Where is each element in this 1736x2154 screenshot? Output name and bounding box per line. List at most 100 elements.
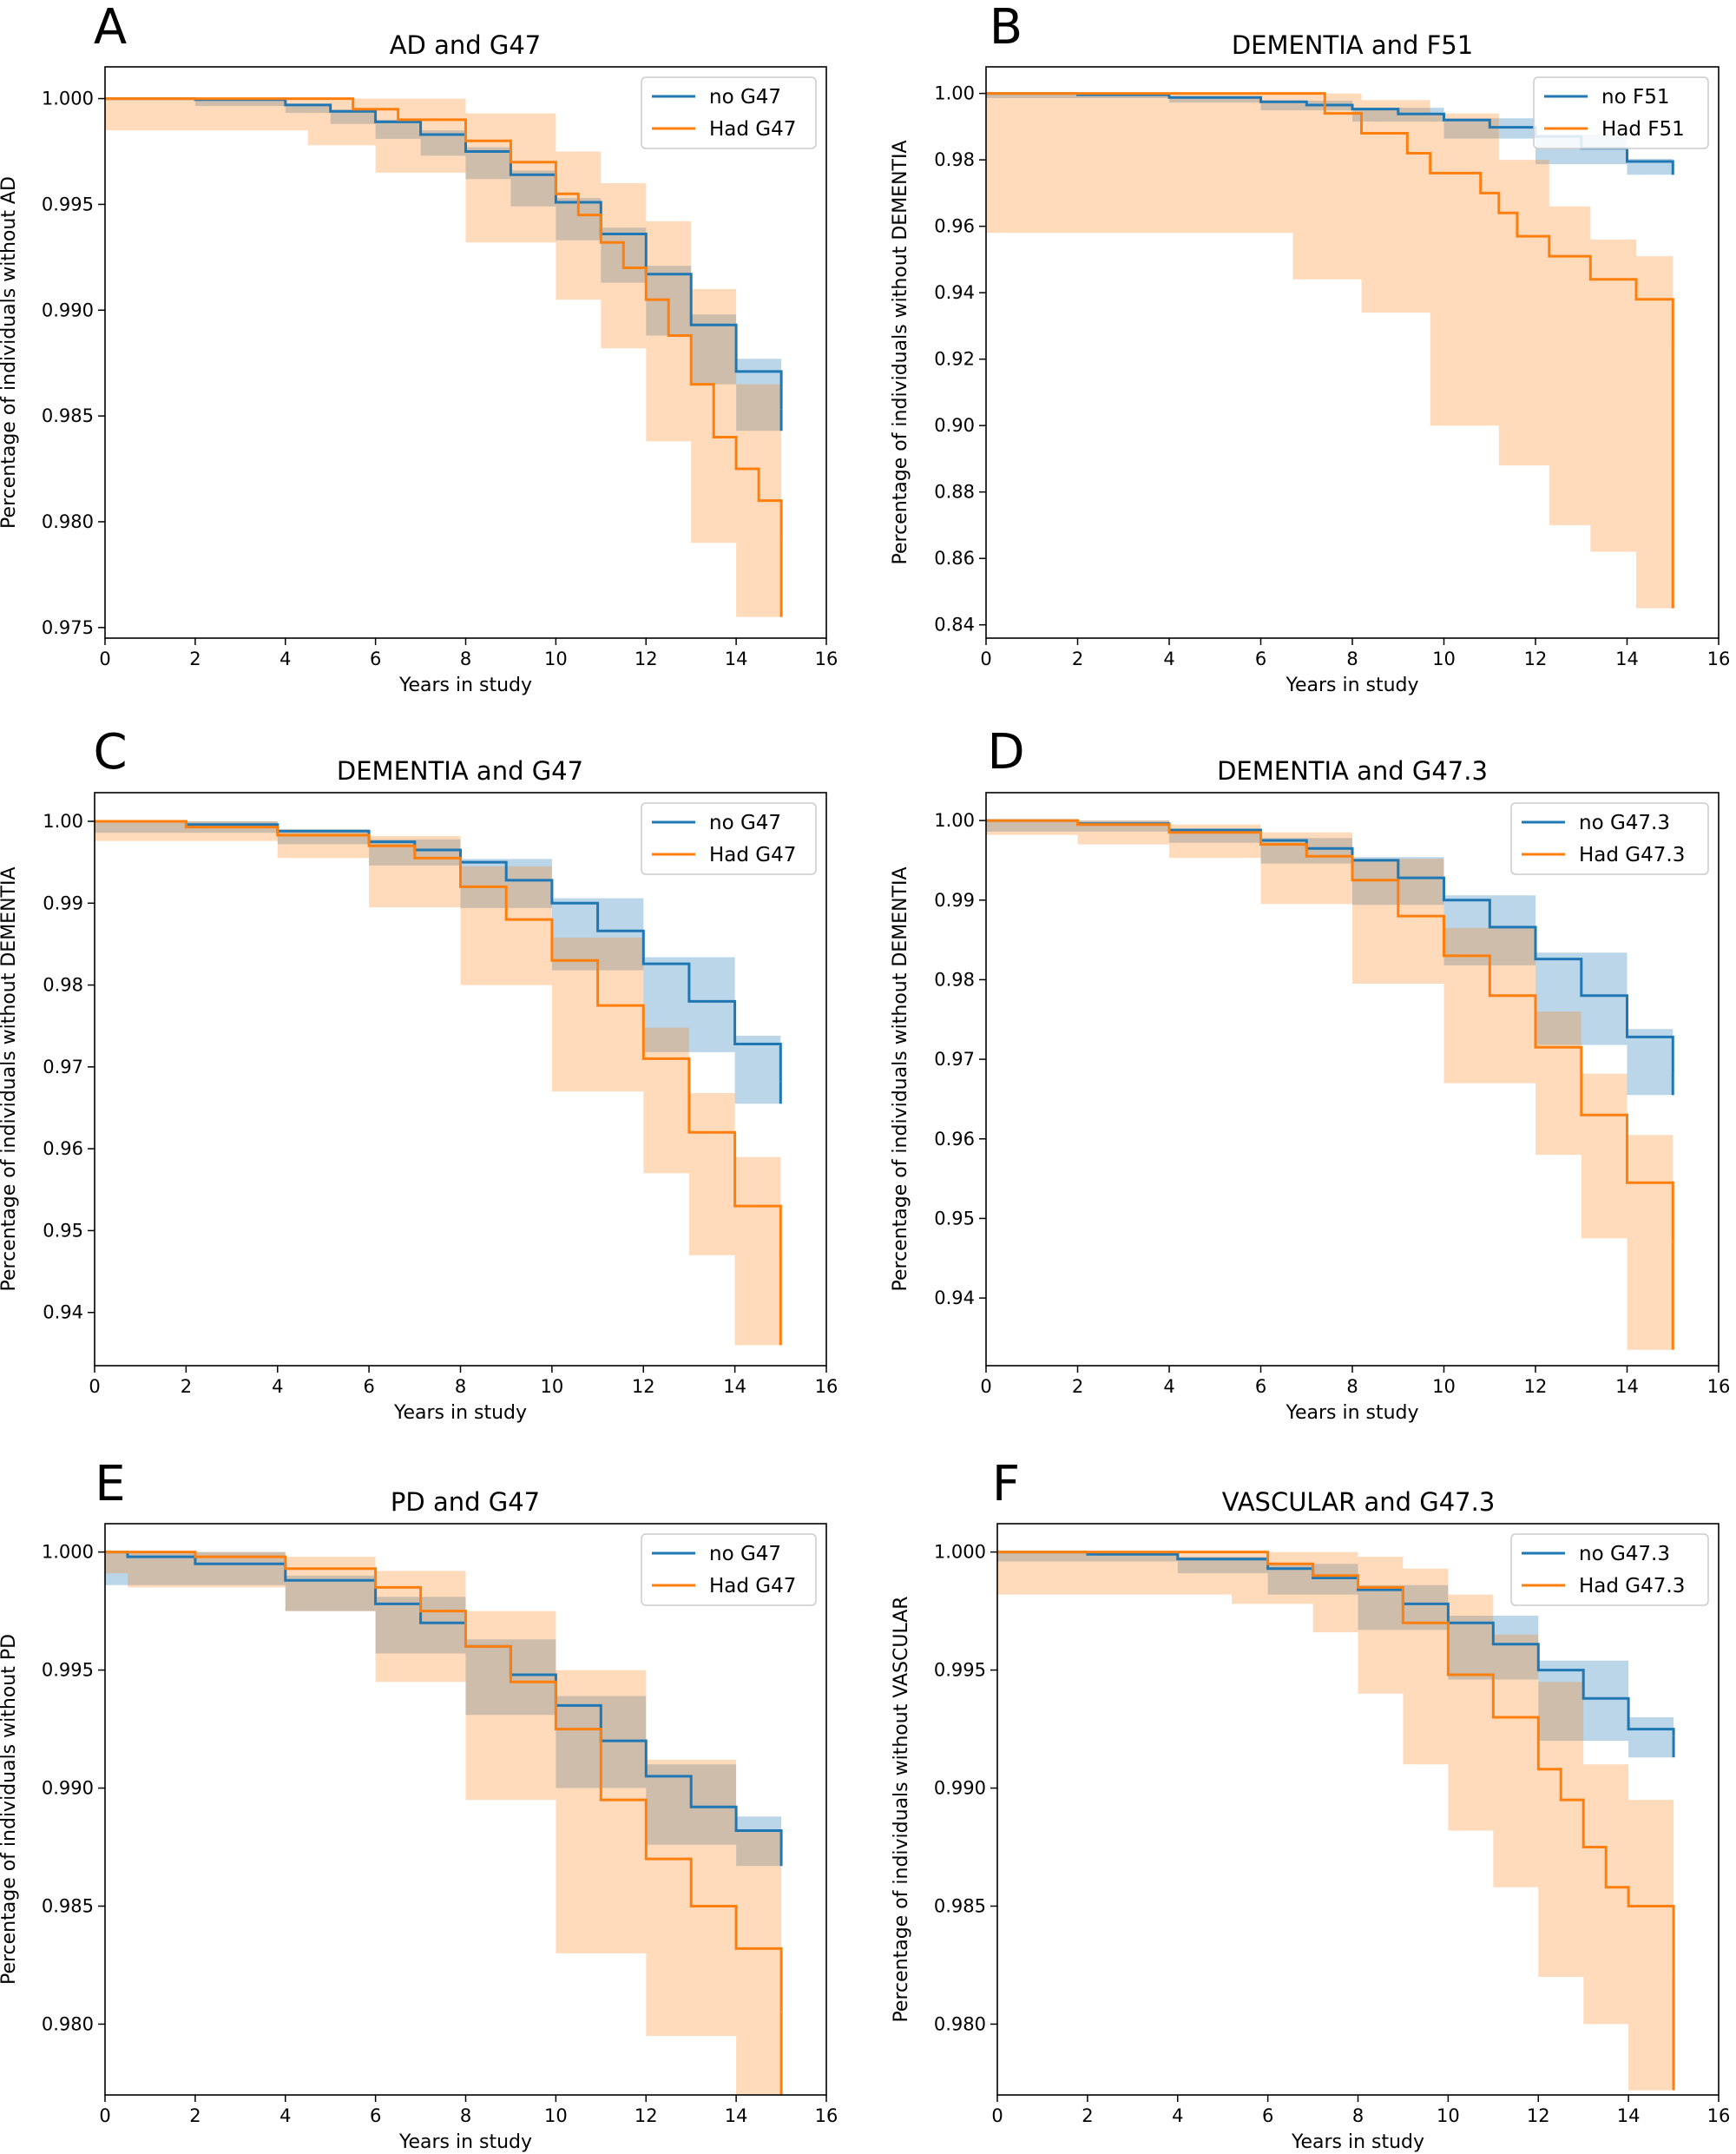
x-tick-label: 0: [980, 1376, 991, 1397]
y-tick-label: 1.000: [42, 1542, 94, 1563]
x-tick-label: 4: [279, 2105, 291, 2126]
y-axis-label: Percentage of individuals without AD: [0, 176, 20, 529]
y-tick-label: 0.86: [934, 548, 975, 569]
x-axis-label: Years in study: [1285, 675, 1418, 696]
x-tick-label: 16: [815, 1376, 838, 1397]
y-tick-label: 0.995: [934, 1660, 986, 1681]
x-tick-label: 16: [1707, 2105, 1731, 2126]
plot-area: [997, 1551, 1675, 2091]
y-tick-label: 0.980: [42, 2013, 94, 2034]
legend-label: Had F51: [1601, 118, 1685, 141]
x-tick-label: 6: [1255, 1376, 1266, 1397]
y-axis-label: Percentage of individuals without DEMENT…: [890, 140, 911, 564]
series-line-had: [95, 820, 782, 1255]
x-tick-label: 6: [363, 1376, 374, 1397]
y-tick-label: 0.94: [934, 282, 975, 303]
x-tick-label: 12: [632, 1376, 655, 1397]
plot-area: [95, 820, 782, 1346]
y-axis-label: Percentage of individuals without VASCUL…: [891, 1596, 912, 2022]
panel-letter: F: [992, 1456, 1020, 1512]
chart-title: DEMENTIA and G47: [337, 756, 583, 786]
series-line-had: [105, 1551, 783, 2012]
x-tick-label: 6: [1262, 2105, 1273, 2126]
x-tick-label: 2: [189, 2105, 201, 2126]
x-tick-label: 14: [725, 649, 748, 669]
y-tick-label: 0.97: [43, 1057, 83, 1077]
y-tick-label: 0.92: [934, 349, 975, 370]
panel-letter: C: [93, 724, 127, 781]
x-tick-label: 14: [1615, 1376, 1639, 1397]
y-axis-label: Percentage of individuals without DEMENT…: [0, 866, 20, 1291]
chart-title: DEMENTIA and G47.3: [1217, 756, 1488, 786]
y-tick-label: 0.98: [934, 149, 975, 170]
ci-band-no: [105, 1551, 782, 1867]
panel-letter: E: [95, 1456, 125, 1512]
legend-label: no G47: [709, 812, 781, 834]
series-line-had: [105, 97, 783, 537]
legend-label: Had G47: [709, 1575, 796, 1597]
panel-d: D DEMENTIA and G47.3 0 2 4 6 8 10 12 14 16 0.94 0.95…: [890, 724, 1730, 1424]
plot-area: [105, 1551, 783, 2095]
chart-title: VASCULAR and G47.3: [1222, 1487, 1496, 1517]
panel-letter: B: [990, 0, 1023, 56]
legend: no G47 Had G47: [641, 802, 817, 875]
y-axis-label: Percentage of individuals without PD: [0, 1634, 20, 1985]
legend: no G47 Had G47: [641, 1533, 817, 1606]
y-tick-label: 0.98: [934, 969, 975, 990]
x-tick-label: 4: [272, 1376, 283, 1397]
panel-a: A AD and G47 0 2 4 6 8 10 12 14 16 0.975 0.980 0.985 0…: [0, 0, 838, 696]
x-tick-label: 10: [1432, 1376, 1456, 1397]
y-tick-label: 0.990: [42, 1778, 94, 1799]
x-tick-label: 2: [1072, 1376, 1083, 1397]
panel-b: B DEMENTIA and F51 0 2 4 6 8 10 12 14 16 0.84 0.86 0.…: [890, 0, 1730, 696]
x-tick-label: 12: [1524, 1376, 1548, 1397]
legend-label: no G47.3: [1579, 1543, 1670, 1565]
x-tick-label: 2: [189, 649, 201, 669]
ci-band-no: [986, 93, 1674, 175]
y-tick-label: 0.980: [934, 2013, 986, 2034]
plot-area: [986, 92, 1674, 609]
series-line-had: [986, 92, 1674, 343]
legend: no G47.3 Had G47.3: [1510, 802, 1709, 875]
ci-band-had: [95, 821, 781, 1346]
ci-band-had: [986, 820, 1674, 1350]
y-tick-label: 1.000: [934, 1542, 986, 1563]
series-line-had: [997, 1551, 1675, 1977]
chart-title: DEMENTIA and F51: [1232, 30, 1473, 60]
y-tick-label: 0.96: [43, 1138, 83, 1159]
x-tick-label: 0: [99, 649, 110, 669]
x-tick-label: 2: [181, 1376, 192, 1397]
x-tick-label: 14: [1615, 649, 1639, 669]
x-tick-label: 14: [725, 2105, 748, 2126]
panel-c: C DEMENTIA and G47 0 2 4 6 8 10 12 14 16 0.94 0.95 0.…: [0, 724, 838, 1424]
x-tick-label: 10: [541, 1376, 564, 1397]
ci-band-had: [105, 98, 782, 617]
x-tick-label: 10: [544, 649, 568, 669]
x-tick-label: 4: [1163, 649, 1174, 669]
y-tick-label: 0.84: [934, 615, 975, 636]
legend: no G47.3 Had G47.3: [1510, 1533, 1709, 1606]
x-tick-label: 8: [460, 649, 471, 669]
legend-label: Had G47.3: [1579, 1575, 1685, 1597]
y-tick-label: 0.990: [934, 1778, 986, 1799]
legend-label: Had G47.3: [1579, 844, 1685, 866]
x-tick-label: 8: [455, 1376, 466, 1397]
y-tick-label: 0.95: [934, 1208, 975, 1229]
y-tick-label: 0.96: [934, 1129, 975, 1149]
x-tick-label: 4: [1163, 1376, 1174, 1397]
legend: no G47 Had G47: [641, 76, 817, 149]
y-tick-label: 0.980: [42, 511, 94, 532]
plot-area: [986, 819, 1674, 1350]
x-tick-label: 16: [1707, 649, 1731, 669]
ci-band-had: [105, 1551, 782, 2095]
y-tick-label: 1.000: [42, 89, 94, 109]
panel-letter: A: [94, 0, 127, 56]
y-tick-label: 0.94: [43, 1302, 83, 1323]
x-tick-label: 16: [1707, 1376, 1731, 1397]
y-tick-label: 0.98: [43, 975, 83, 996]
y-tick-label: 1.00: [43, 811, 83, 832]
x-tick-label: 12: [635, 2105, 658, 2126]
x-axis-label: Years in study: [393, 1402, 527, 1424]
x-tick-label: 6: [370, 649, 381, 669]
